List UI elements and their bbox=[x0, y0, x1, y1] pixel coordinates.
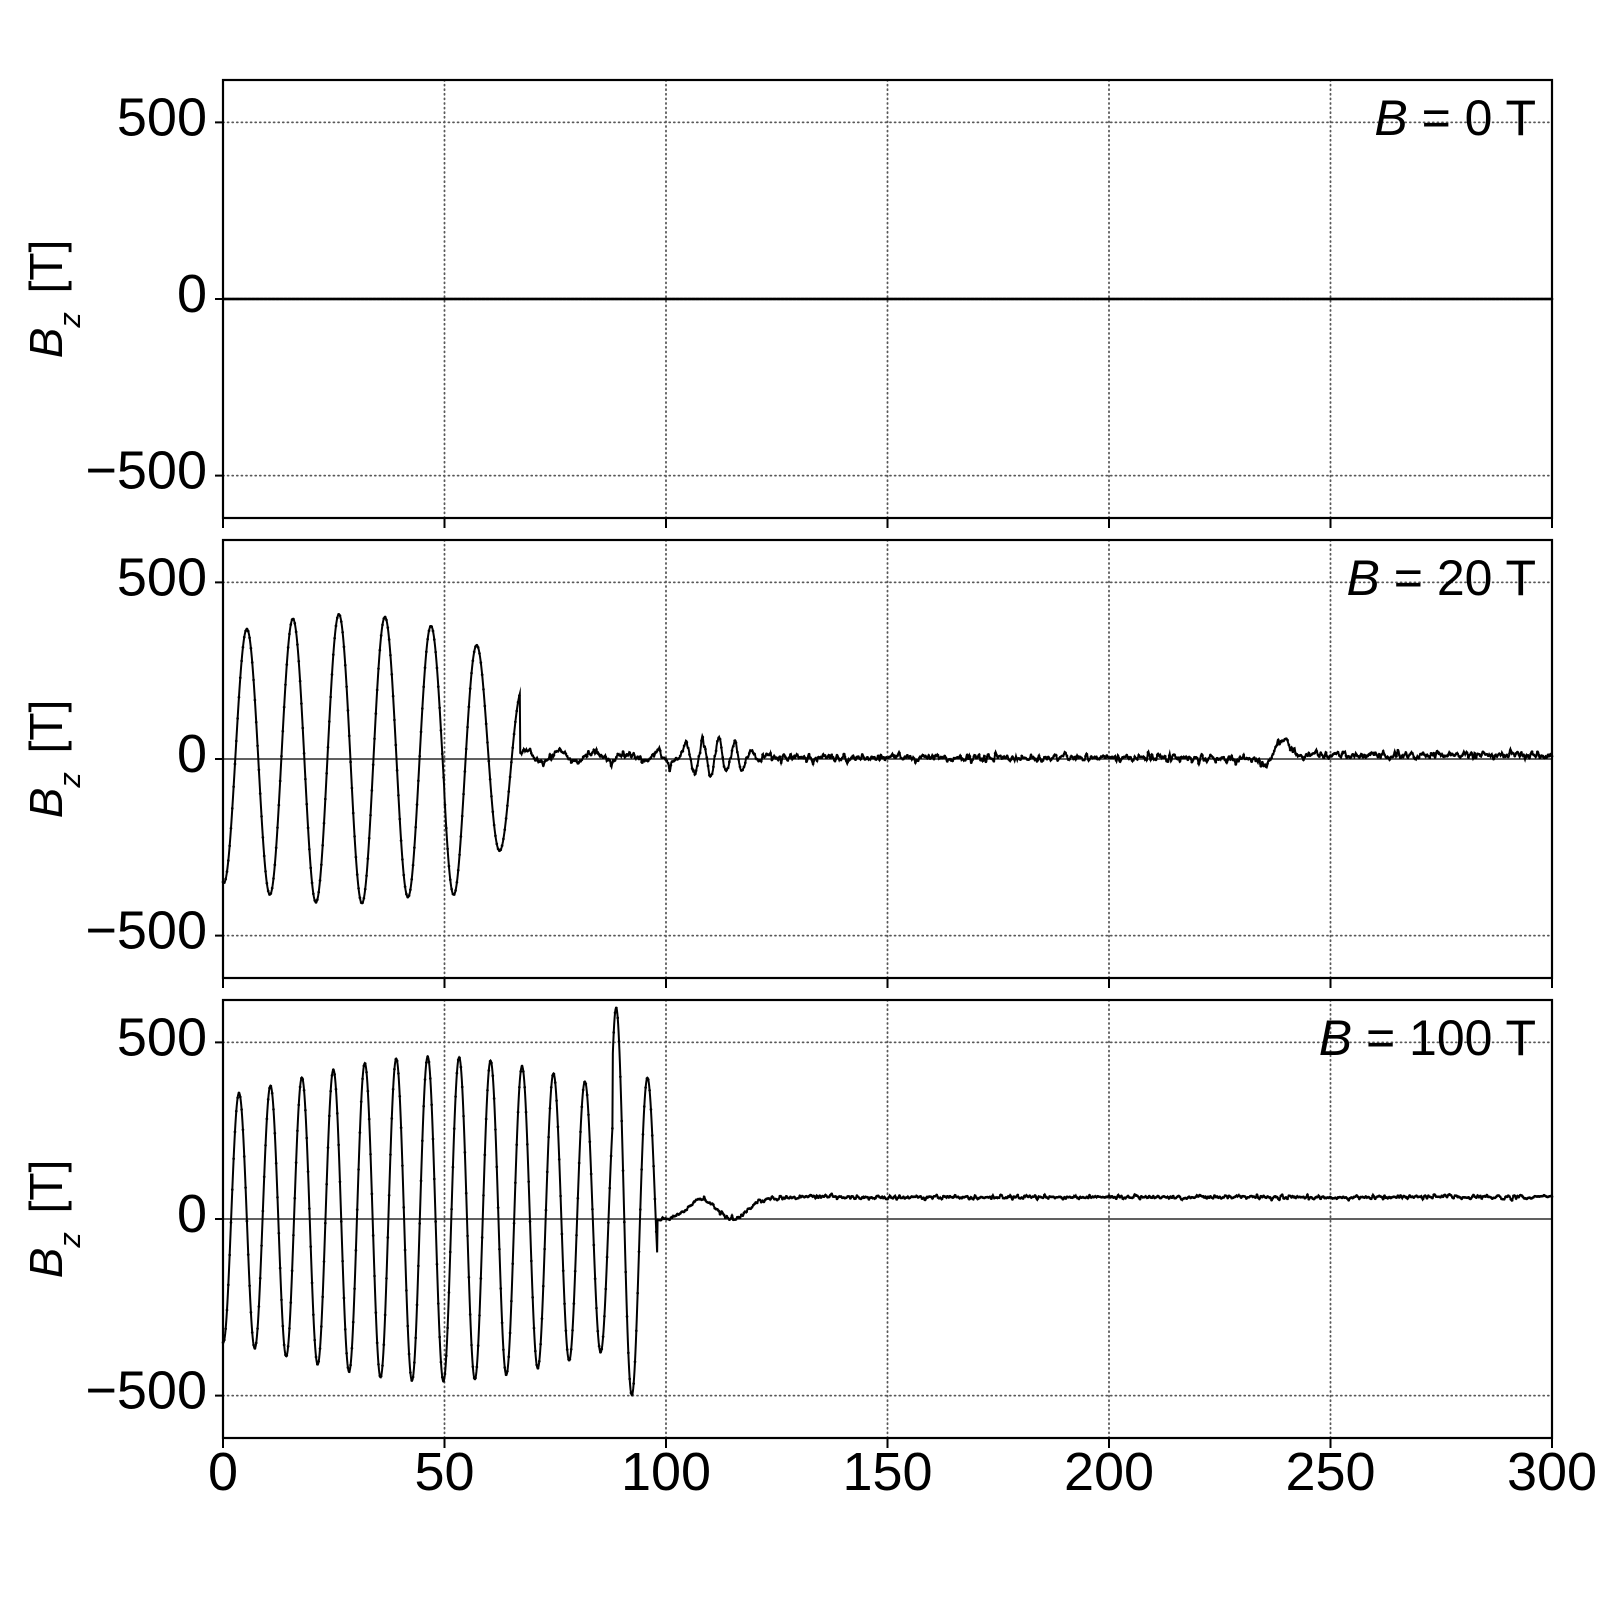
svg-text:−500: −500 bbox=[85, 1361, 207, 1421]
svg-text:150: 150 bbox=[842, 1442, 932, 1502]
svg-text:0: 0 bbox=[177, 724, 207, 784]
svg-text:500: 500 bbox=[117, 87, 207, 147]
svg-text:300: 300 bbox=[1507, 1442, 1597, 1502]
svg-text:0: 0 bbox=[208, 1442, 238, 1502]
svg-text:250: 250 bbox=[1285, 1442, 1375, 1502]
svg-text:B = 0 T: B = 0 T bbox=[1374, 90, 1536, 146]
svg-text:0: 0 bbox=[177, 264, 207, 324]
svg-text:100: 100 bbox=[621, 1442, 711, 1502]
svg-text:−500: −500 bbox=[85, 441, 207, 501]
svg-text:−500: −500 bbox=[85, 901, 207, 961]
svg-text:B = 20 T: B = 20 T bbox=[1347, 550, 1537, 606]
svg-text:500: 500 bbox=[117, 547, 207, 607]
svg-text:50: 50 bbox=[414, 1442, 474, 1502]
svg-text:0: 0 bbox=[177, 1184, 207, 1244]
svg-text:200: 200 bbox=[1064, 1442, 1154, 1502]
svg-text:B = 100 T: B = 100 T bbox=[1319, 1010, 1536, 1066]
svg-text:500: 500 bbox=[117, 1007, 207, 1067]
